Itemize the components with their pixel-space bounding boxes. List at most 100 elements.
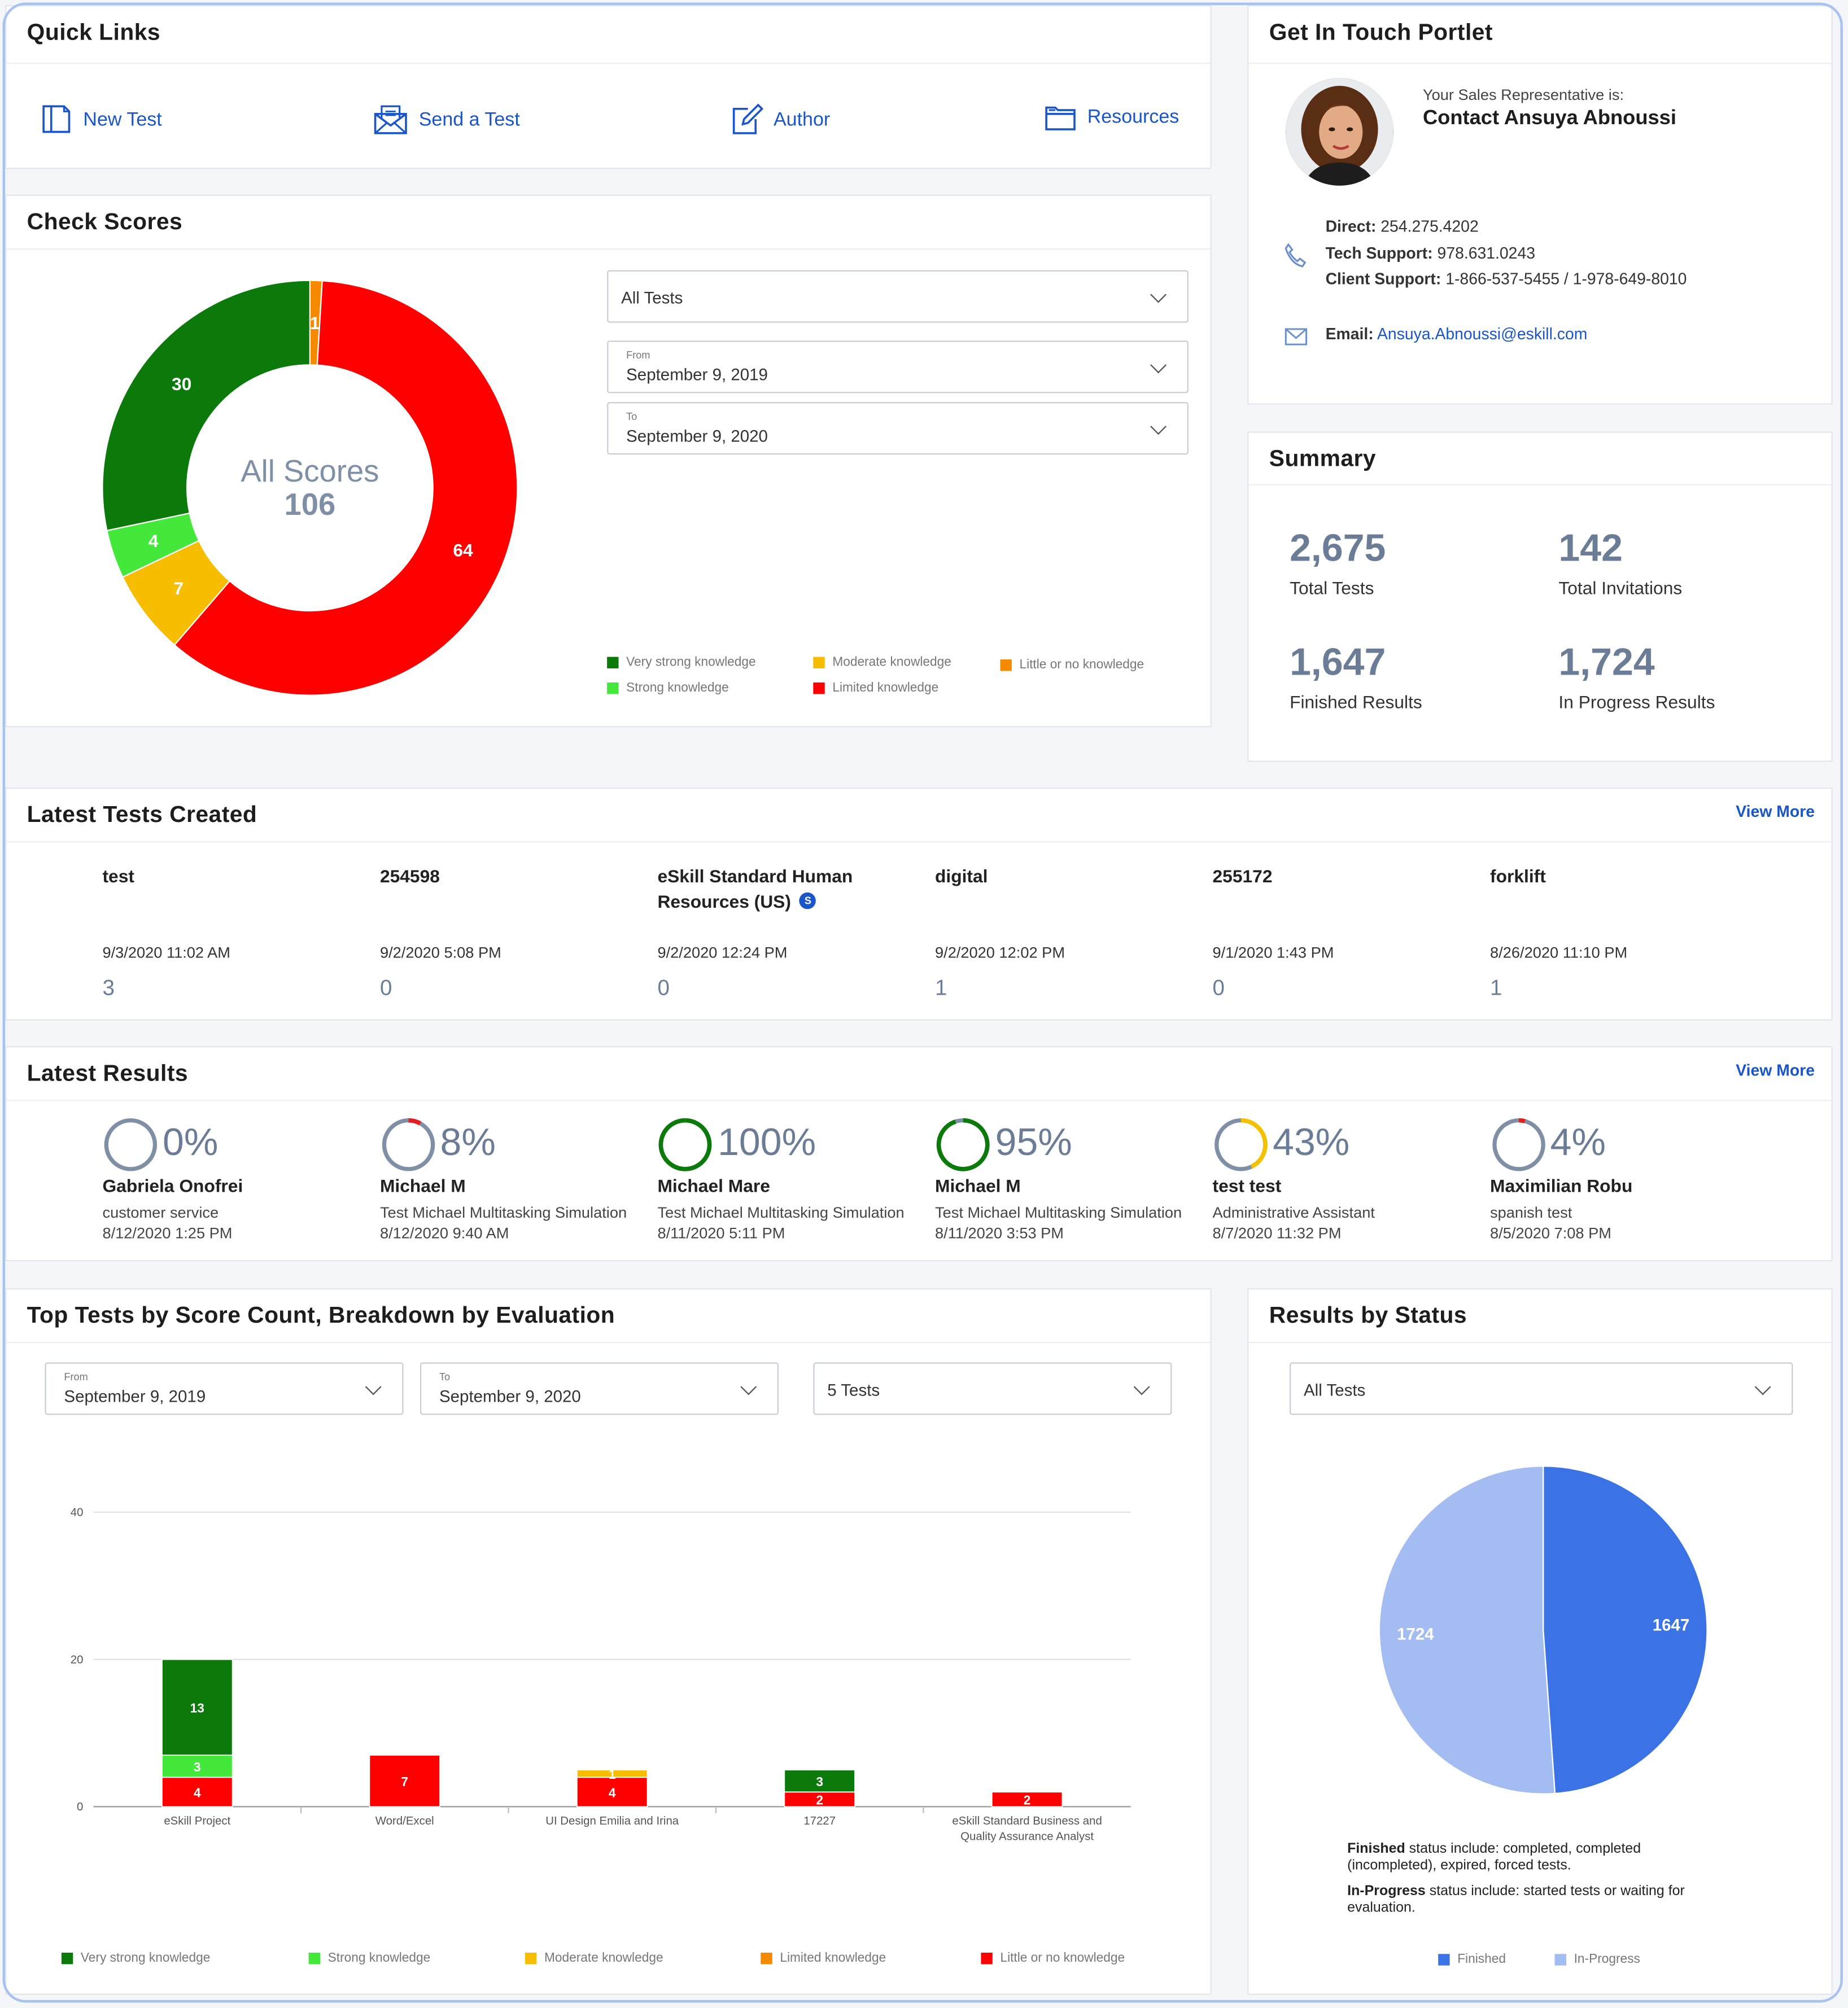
test-date: 9/1/2020 1:43 PM	[1212, 943, 1334, 962]
test-filter-select[interactable]: All Tests	[607, 270, 1189, 323]
test-name[interactable]: 255172	[1212, 865, 1273, 886]
x-tick-label: Quality Assurance Analyst	[960, 1830, 1094, 1843]
test-result-count[interactable]: 0	[1212, 975, 1225, 1000]
tech-value: 978.631.0243	[1437, 244, 1535, 263]
status-filter-select[interactable]: All Tests	[1290, 1362, 1793, 1415]
x-tick-label: UI Design Emilia and Irina	[545, 1815, 679, 1827]
result-test-name: customer service	[102, 1204, 219, 1222]
view-more-tests-link[interactable]: View More	[1736, 803, 1815, 821]
donut-slice-very-strong-knowledge	[102, 279, 311, 532]
test-count-select[interactable]: 5 Tests	[813, 1362, 1172, 1415]
test-name[interactable]: eSkill Standard Human Resources (US)	[657, 865, 853, 912]
standard-badge-icon: S	[800, 892, 816, 909]
total-tests-label: Total Tests	[1290, 577, 1374, 598]
finished-results-label: Finished Results	[1290, 691, 1422, 712]
bar-legend-limited: Limited knowledge	[761, 1952, 886, 1966]
bar-value-label: 7	[401, 1774, 408, 1789]
test-result-count[interactable]: 0	[657, 975, 670, 1000]
contact-card: Get In Touch Portlet Your Sales Represen…	[1247, 5, 1833, 405]
legend-limited: Limited knowledge	[813, 681, 938, 695]
donut-center-value: 106	[284, 488, 336, 523]
bar-legend-strong: Strong knowledge	[308, 1952, 430, 1966]
result-date: 8/7/2020 11:32 PM	[1212, 1224, 1342, 1243]
send-test-link[interactable]: Send a Test	[373, 104, 520, 134]
top-tests-card: Top Tests by Score Count, Breakdown by E…	[5, 1288, 1212, 1995]
result-test-name: Test Michael Multitasking Simulation	[379, 1204, 627, 1222]
new-test-link[interactable]: New Test	[40, 104, 162, 134]
chevron-down-icon	[1150, 418, 1167, 435]
bar-segment-very-strong-knowledge	[784, 1769, 855, 1793]
summary-title: Summary	[1269, 445, 1377, 471]
latest-results-card: Latest Results View More 0% Gabriela Onof…	[5, 1046, 1833, 1262]
bar-value-label: 3	[816, 1774, 823, 1789]
x-tick-label: eSkill Project	[164, 1815, 230, 1827]
test-name[interactable]: digital	[934, 865, 988, 886]
candidate-name[interactable]: Michael M	[379, 1175, 466, 1196]
stacked-bar-chart: 0 20 40 4 3 13 eSkill Project 7 Word/Excel 4 1 UI D…	[71, 1507, 1131, 1843]
bar-segment-very-strong-knowledge	[161, 1659, 233, 1756]
ring-progress	[659, 1118, 713, 1171]
candidate-name[interactable]: Michael Mare	[657, 1175, 770, 1196]
author-link[interactable]: Author	[730, 103, 830, 134]
test-name[interactable]: forklift	[1490, 865, 1546, 886]
test-filter-value: All Tests	[621, 288, 683, 308]
donut-slice-label: 7	[173, 578, 184, 598]
mail-icon	[1285, 328, 1308, 352]
top-from-caption: From	[64, 1371, 88, 1383]
bar-segment-little-or-no-knowledge	[369, 1755, 441, 1808]
bar-legend-moderate: Moderate knowledge	[525, 1952, 663, 1966]
test-result-count[interactable]: 3	[102, 975, 115, 1000]
test-result-count[interactable]: 1	[934, 975, 947, 1000]
candidate-name[interactable]: Maximilian Robu	[1490, 1175, 1633, 1196]
score-percent: 0%	[163, 1121, 219, 1164]
in-progress-results-value: 1,724	[1558, 641, 1655, 684]
top-to-date-select[interactable]: To September 9, 2020	[420, 1362, 779, 1415]
candidate-name[interactable]: test test	[1212, 1175, 1282, 1196]
avatar	[1286, 78, 1393, 186]
test-result-count[interactable]: 0	[379, 975, 392, 1000]
direct-line: Direct: 254.275.4202	[1326, 218, 1479, 236]
resources-link[interactable]: Resources	[1044, 101, 1179, 132]
score-percent: 4%	[1550, 1121, 1606, 1164]
ring-progress	[936, 1118, 990, 1171]
send-test-label: Send a Test	[418, 108, 520, 130]
ring-progress	[1240, 1118, 1268, 1169]
from-caption: From	[626, 349, 650, 361]
latest-tests-title: Latest Tests Created	[27, 801, 257, 828]
check-scores-title: Check Scores	[27, 208, 183, 235]
client-label: Client Support:	[1325, 270, 1441, 288]
x-tick-label: 17227	[803, 1815, 836, 1827]
total-invitations-value: 142	[1558, 527, 1623, 570]
client-value: 1-866-537-5455 / 1-978-649-8010	[1445, 270, 1687, 288]
x-tick-label: Word/Excel	[375, 1815, 434, 1827]
new-test-icon	[40, 104, 73, 134]
email-link[interactable]: Ansuya.Abnoussi@eskill.com	[1377, 325, 1588, 343]
in-progress-note: In-Progress status include: started test…	[1347, 1883, 1685, 1916]
view-more-results-link[interactable]: View More	[1736, 1061, 1815, 1080]
contact-title: Get In Touch Portlet	[1269, 19, 1493, 45]
y-tick-label: 0	[77, 1801, 83, 1813]
score-ring-icon	[1214, 1118, 1268, 1171]
latest-tests-card: Latest Tests Created View More test 9/3/2…	[5, 787, 1833, 1021]
direct-label: Direct:	[1325, 217, 1377, 236]
folder-icon	[1044, 101, 1077, 132]
test-date: 9/2/2020 5:08 PM	[379, 943, 501, 962]
from-date-select[interactable]: From September 9, 2019	[607, 340, 1189, 393]
result-date: 8/5/2020 7:08 PM	[1490, 1224, 1611, 1243]
test-name[interactable]: 254598	[379, 865, 440, 886]
candidate-name[interactable]: Michael M	[934, 1175, 1021, 1196]
top-to-caption: To	[439, 1371, 451, 1383]
status-pie-chart: 1647 1724	[1378, 1465, 1708, 1795]
bar-value-label: 4	[194, 1785, 201, 1800]
test-result-count[interactable]: 1	[1490, 975, 1502, 1000]
chevron-down-icon	[740, 1378, 757, 1395]
test-name[interactable]: test	[102, 865, 134, 886]
bar-value-label: 3	[194, 1760, 201, 1774]
candidate-name[interactable]: Gabriela Onofrei	[102, 1175, 243, 1196]
top-from-date-select[interactable]: From September 9, 2019	[45, 1362, 404, 1415]
to-date-select[interactable]: To September 9, 2020	[607, 402, 1189, 455]
summary-card: Summary 2,675 Total Tests 142 Total Invi…	[1247, 431, 1833, 762]
in-progress-results-label: In Progress Results	[1558, 691, 1715, 712]
status-legend-finished: Finished	[1438, 1953, 1506, 1967]
